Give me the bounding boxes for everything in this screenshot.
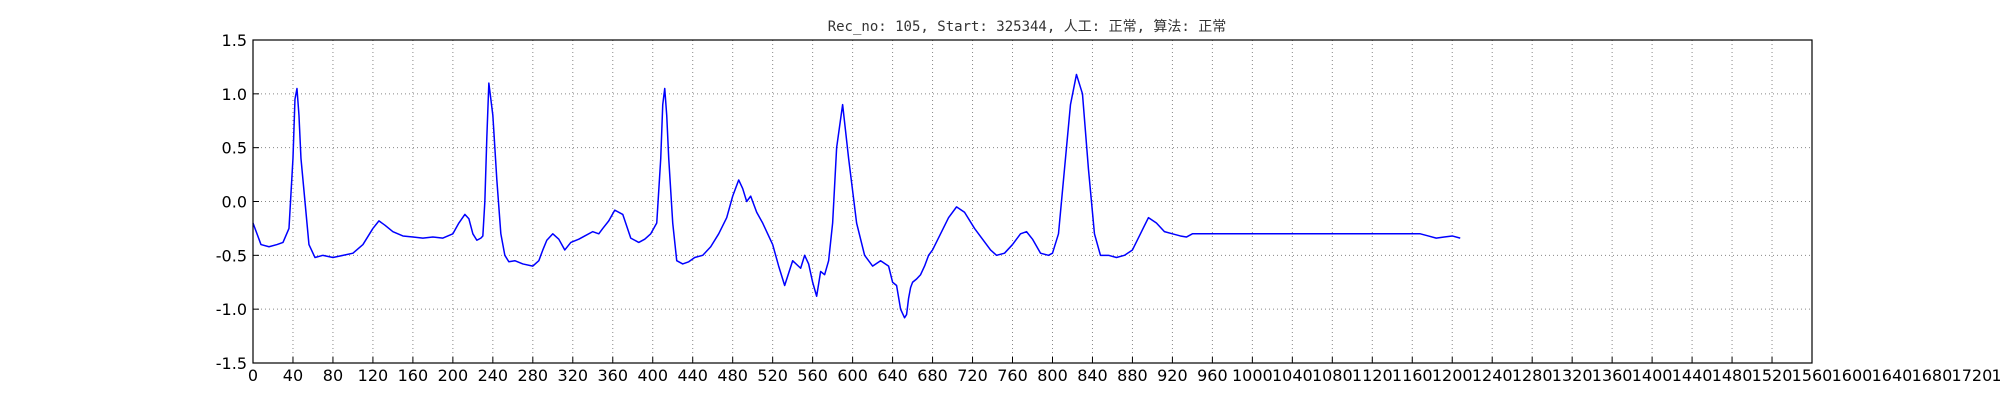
y-tick-label: 1.5 bbox=[222, 31, 247, 50]
x-tick-label: 280 bbox=[518, 366, 549, 385]
x-tick-label: 520 bbox=[757, 366, 788, 385]
y-tick-label: -1.0 bbox=[216, 300, 247, 319]
x-tick-label: 240 bbox=[478, 366, 509, 385]
x-tick-label: 680 bbox=[917, 366, 948, 385]
x-tick-label: 640 bbox=[877, 366, 908, 385]
x-tick-label: 960 bbox=[1197, 366, 1228, 385]
y-axis: -1.5 -1.0 -0.5 0.0 0.5 1.0 1.5 bbox=[216, 31, 259, 373]
x-tick-label: 1120 bbox=[1352, 366, 1393, 385]
y-tick-label: -0.5 bbox=[216, 246, 247, 265]
y-tick-label: 1.0 bbox=[222, 85, 247, 104]
x-tick-label: 160 bbox=[398, 366, 429, 385]
x-tick-label: 560 bbox=[797, 366, 828, 385]
x-tick-label: 600 bbox=[837, 366, 868, 385]
plot-frame bbox=[252, 39, 1813, 364]
x-tick-label: 440 bbox=[677, 366, 708, 385]
x-tick-label: 1640 bbox=[1872, 366, 1913, 385]
x-tick-label: 1760 bbox=[1992, 366, 2000, 385]
x-tick-label: 1040 bbox=[1272, 366, 1313, 385]
x-tick-label: 880 bbox=[1117, 366, 1148, 385]
x-tick-label: 800 bbox=[1037, 366, 1068, 385]
x-tick-label: 1480 bbox=[1712, 366, 1753, 385]
x-tick-label: 360 bbox=[597, 366, 628, 385]
x-tick-label: 1400 bbox=[1632, 366, 1673, 385]
x-tick-label: 120 bbox=[358, 366, 389, 385]
x-tick-label: 840 bbox=[1077, 366, 1108, 385]
x-tick-label: 920 bbox=[1157, 366, 1188, 385]
y-tick-label: -1.5 bbox=[216, 354, 247, 373]
x-tick-label: 1720 bbox=[1952, 366, 1993, 385]
x-tick-label: 40 bbox=[283, 366, 303, 385]
x-tick-label: 200 bbox=[438, 366, 469, 385]
x-tick-label: 1560 bbox=[1792, 366, 1833, 385]
x-tick-label: 1200 bbox=[1432, 366, 1473, 385]
x-tick-label: 760 bbox=[997, 366, 1028, 385]
y-tick-label: 0.5 bbox=[222, 139, 247, 158]
x-tick-label: 1280 bbox=[1512, 366, 1553, 385]
x-tick-label: 480 bbox=[717, 366, 748, 385]
x-tick-label: 1320 bbox=[1552, 366, 1593, 385]
x-tick-label: 400 bbox=[637, 366, 668, 385]
x-tick-label: 1000 bbox=[1232, 366, 1273, 385]
x-tick-label: 1080 bbox=[1312, 366, 1353, 385]
x-tick-label: 1440 bbox=[1672, 366, 1713, 385]
x-tick-label: 720 bbox=[957, 366, 988, 385]
y-tick-label: 0.0 bbox=[222, 193, 247, 212]
x-tick-label: 0 bbox=[248, 366, 258, 385]
x-tick-label: 1680 bbox=[1912, 366, 1953, 385]
chart-title: Rec_no: 105, Start: 325344, 人工: 正常, 算法: … bbox=[828, 19, 1227, 35]
x-tick-label: 80 bbox=[323, 366, 343, 385]
x-axis: 0 40 80 120 160 200 240 280 320 360 400 440 480 520 56… bbox=[248, 357, 2000, 385]
series-layer bbox=[252, 73, 1461, 319]
series-line-ecg-before bbox=[252, 73, 1461, 319]
x-tick-label: 1600 bbox=[1832, 366, 1873, 385]
x-tick-label: 1360 bbox=[1592, 366, 1633, 385]
x-tick-label: 1160 bbox=[1392, 366, 1433, 385]
grid bbox=[253, 40, 1812, 363]
x-tick-label: 1240 bbox=[1472, 366, 1513, 385]
x-tick-label: 320 bbox=[558, 366, 589, 385]
x-tick-label: 1520 bbox=[1752, 366, 1793, 385]
